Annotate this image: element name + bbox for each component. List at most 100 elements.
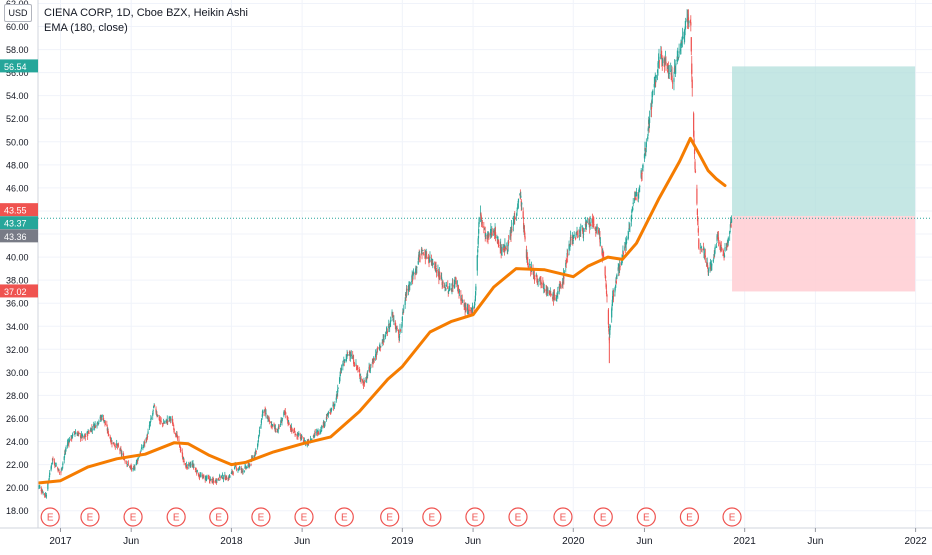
candle <box>455 276 457 280</box>
candle <box>104 420 107 425</box>
candle-body <box>439 275 441 278</box>
candle-body <box>412 276 414 281</box>
candle-body <box>690 37 692 52</box>
candle <box>359 377 361 382</box>
candle-body <box>730 221 732 226</box>
candle <box>641 170 643 181</box>
candle-body <box>570 239 572 241</box>
earnings-marker: E <box>40 507 60 527</box>
candle <box>628 221 630 232</box>
candle <box>63 456 65 464</box>
candle <box>98 419 100 425</box>
candle <box>578 231 580 241</box>
candle-body <box>388 325 390 327</box>
price-axis-bg <box>0 0 38 528</box>
candle-body <box>369 367 372 369</box>
candle-body <box>532 273 535 275</box>
candle-body <box>391 311 393 316</box>
candle-body <box>444 286 446 288</box>
candle <box>344 359 346 364</box>
candle-body <box>212 479 214 481</box>
candle-body <box>198 473 200 477</box>
candle <box>498 239 500 248</box>
candle-body <box>190 464 192 466</box>
candle <box>352 354 354 359</box>
candle-body <box>65 447 67 449</box>
candle-body <box>517 205 519 207</box>
candle <box>474 291 476 302</box>
candle-body <box>480 217 483 221</box>
candle <box>568 240 570 256</box>
candle-body <box>612 294 615 297</box>
candle-body <box>543 288 545 290</box>
candle-body <box>666 64 669 67</box>
candle <box>389 325 391 333</box>
candle-body <box>366 375 368 377</box>
candle <box>126 463 129 467</box>
candle <box>499 241 501 254</box>
candle-body <box>144 442 146 444</box>
candle <box>617 262 619 277</box>
candle <box>336 390 338 398</box>
candle-body <box>73 432 76 434</box>
candle <box>409 282 411 286</box>
time-tick-label: 2019 <box>391 536 414 547</box>
candle-body <box>238 467 240 469</box>
earnings-label: E <box>600 513 607 524</box>
candle-body <box>674 67 676 69</box>
candle <box>550 290 552 298</box>
candle <box>337 387 339 390</box>
candle-body <box>411 274 413 279</box>
currency-label[interactable]: USD <box>4 4 32 22</box>
candle-body <box>337 389 339 393</box>
candle <box>103 420 105 424</box>
candle <box>222 475 225 483</box>
candle-body <box>360 377 362 379</box>
candle <box>625 238 627 251</box>
candle-body <box>298 433 300 435</box>
chart-legend: CIENA CORP, 1D, Cboe BZX, Heikin Ashi EM… <box>44 6 248 36</box>
earnings-label: E <box>258 513 265 524</box>
candle-body <box>103 420 106 422</box>
candle <box>285 411 287 419</box>
candle-body <box>124 461 126 463</box>
candle <box>491 226 493 238</box>
candle-body <box>425 251 427 254</box>
candle-body <box>186 467 188 468</box>
candle <box>369 367 372 374</box>
candle <box>500 238 502 251</box>
candle <box>483 221 485 234</box>
candle-body <box>470 310 472 312</box>
candle <box>55 462 57 467</box>
candle-body <box>553 294 556 296</box>
candle-body <box>693 113 695 137</box>
candle-body <box>268 420 270 423</box>
candle <box>332 401 334 408</box>
candle-body <box>690 22 692 26</box>
candle-body <box>133 466 135 468</box>
candle <box>74 429 77 434</box>
candle <box>635 188 638 197</box>
candle <box>146 433 149 440</box>
candle <box>280 417 282 423</box>
candle <box>314 429 316 436</box>
candle-body <box>421 252 423 256</box>
badge-label: 43.36 <box>4 232 27 242</box>
candle <box>356 365 358 370</box>
candle <box>257 440 259 446</box>
candle-body <box>727 237 729 243</box>
candle-body <box>133 468 136 469</box>
candle-body <box>140 447 143 450</box>
candle <box>710 260 713 271</box>
candle <box>561 278 564 289</box>
candle-body <box>271 424 273 426</box>
candle <box>503 247 506 256</box>
candle-body <box>716 236 719 239</box>
candle-body <box>560 283 562 286</box>
candle-body <box>278 425 280 427</box>
candle-body <box>44 494 47 496</box>
candle-body <box>602 252 604 255</box>
candle <box>73 430 76 436</box>
